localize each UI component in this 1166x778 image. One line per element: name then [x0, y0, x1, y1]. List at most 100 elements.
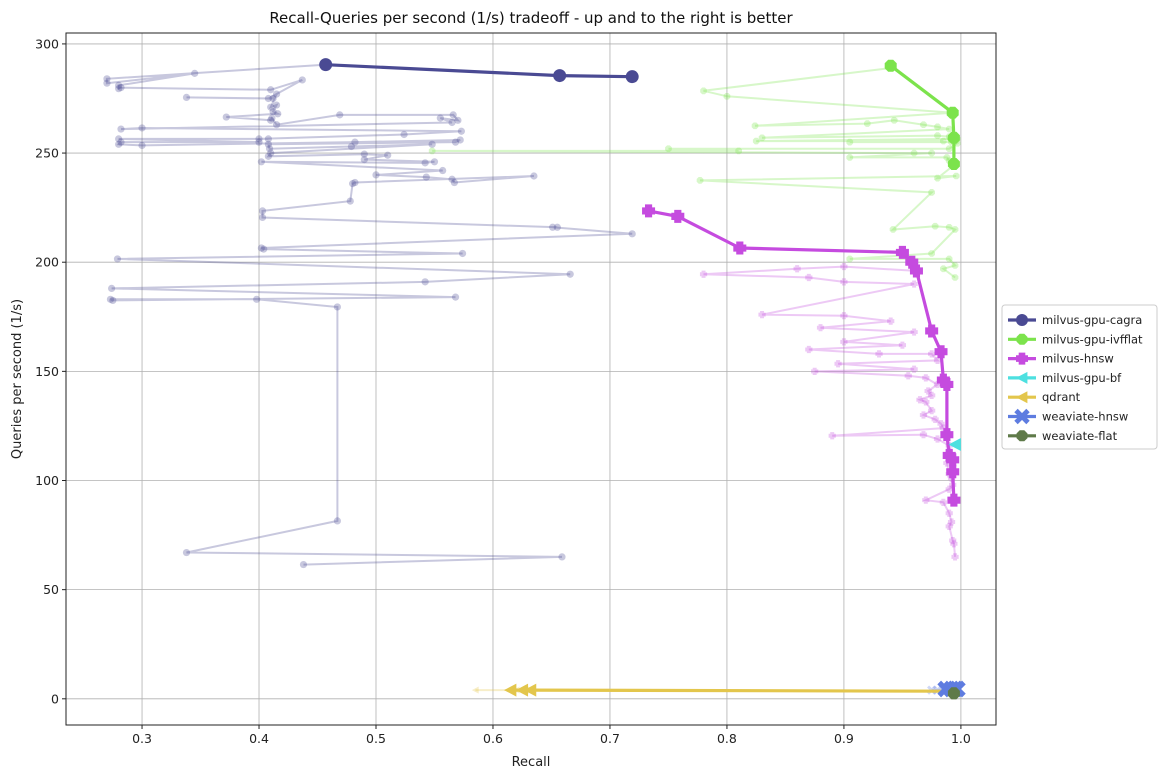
- data-point: [922, 398, 930, 406]
- data-point: [723, 93, 731, 100]
- data-point: [265, 145, 274, 153]
- data-point: [920, 121, 927, 128]
- data-point: [898, 341, 907, 349]
- data-point: [264, 140, 272, 148]
- data-point: [456, 136, 464, 144]
- data-point: [945, 145, 953, 152]
- data-point: [454, 116, 462, 124]
- frontier-point: [909, 264, 923, 278]
- data-point: [889, 226, 897, 233]
- legend-marker: [1016, 430, 1028, 442]
- x-axis-label: Recall: [512, 755, 551, 770]
- series-qdrant-frontier: [504, 683, 956, 698]
- data-point: [299, 560, 308, 569]
- frontier-point: [625, 70, 639, 84]
- x-tick-label: 0.4: [249, 731, 269, 746]
- data-point: [360, 150, 368, 158]
- data-point: [108, 284, 116, 293]
- data-point: [255, 135, 263, 143]
- series-milvus-gpu-cagra-runs: [103, 61, 636, 569]
- data-point: [346, 197, 354, 205]
- data-point: [931, 222, 939, 230]
- data-point: [840, 312, 848, 320]
- data-point: [805, 345, 813, 354]
- data-point: [191, 69, 199, 77]
- data-point: [421, 278, 429, 286]
- legend-item: milvus-gpu-bf: [1008, 371, 1122, 385]
- frontier-point: [934, 345, 948, 359]
- data-point: [928, 189, 935, 196]
- data-point: [696, 177, 704, 184]
- data-point: [945, 255, 953, 263]
- data-point: [138, 124, 146, 132]
- frontier-point: [642, 204, 656, 218]
- data-point: [919, 411, 928, 419]
- data-point: [138, 141, 146, 150]
- data-point: [864, 120, 871, 127]
- data-point: [269, 107, 277, 116]
- data-point: [109, 296, 117, 305]
- data-point: [949, 536, 957, 545]
- data-point: [103, 79, 111, 87]
- data-point: [951, 553, 959, 561]
- frontier-point: [947, 158, 960, 170]
- data-point: [700, 87, 707, 95]
- data-point: [904, 372, 912, 380]
- plot-series: [103, 58, 966, 700]
- frontier-point: [947, 493, 961, 507]
- legend-label: qdrant: [1042, 390, 1081, 404]
- frontier-point: [515, 683, 529, 697]
- data-point: [751, 122, 759, 130]
- data-point: [106, 295, 115, 303]
- data-point: [182, 548, 191, 557]
- y-tick-label: 200: [35, 255, 59, 270]
- series-run-line: [432, 65, 960, 279]
- frontier-point: [733, 241, 747, 255]
- frontier-point: [895, 245, 909, 259]
- data-point: [910, 328, 918, 336]
- data-point: [115, 140, 123, 148]
- legend-marker: [1016, 391, 1028, 404]
- data-point: [928, 407, 936, 415]
- data-point: [372, 171, 380, 179]
- data-point: [428, 147, 436, 155]
- legend-label: milvus-hnsw: [1042, 352, 1114, 366]
- data-point: [752, 137, 760, 145]
- data-point: [840, 278, 848, 286]
- data-point: [951, 274, 959, 281]
- data-point: [933, 435, 942, 443]
- data-point: [222, 113, 230, 121]
- legend-label: weaviate-flat: [1042, 429, 1118, 443]
- data-point: [298, 76, 306, 84]
- data-point: [947, 518, 956, 526]
- grid: [66, 33, 996, 725]
- data-point: [758, 311, 766, 319]
- data-point: [351, 138, 359, 146]
- data-point: [793, 265, 801, 273]
- data-point: [439, 166, 447, 175]
- data-point: [811, 367, 819, 375]
- data-point: [333, 303, 341, 311]
- series-milvus-gpu-cagra-frontier: [319, 58, 639, 84]
- y-tick-label: 250: [35, 146, 59, 161]
- data-point: [458, 249, 467, 258]
- data-point: [258, 207, 267, 215]
- data-point: [553, 223, 561, 231]
- data-point: [735, 147, 742, 155]
- data-point: [922, 496, 930, 504]
- series-milvus-hnsw-frontier: [642, 204, 961, 507]
- data-point: [922, 374, 930, 382]
- data-point: [336, 111, 344, 119]
- data-point: [945, 125, 953, 133]
- data-point: [943, 154, 951, 161]
- data-point: [928, 250, 935, 257]
- data-point: [264, 94, 272, 103]
- frontier-point: [940, 428, 954, 442]
- y-tick-label: 0: [51, 691, 59, 706]
- legend-item: milvus-hnsw: [1008, 352, 1114, 366]
- data-point: [436, 114, 444, 122]
- data-point: [952, 172, 960, 180]
- legend: milvus-gpu-cagra milvus-gpu-ivfflat milvus…: [1001, 304, 1158, 450]
- x-tick-label: 0.9: [834, 731, 854, 746]
- data-point: [931, 415, 939, 423]
